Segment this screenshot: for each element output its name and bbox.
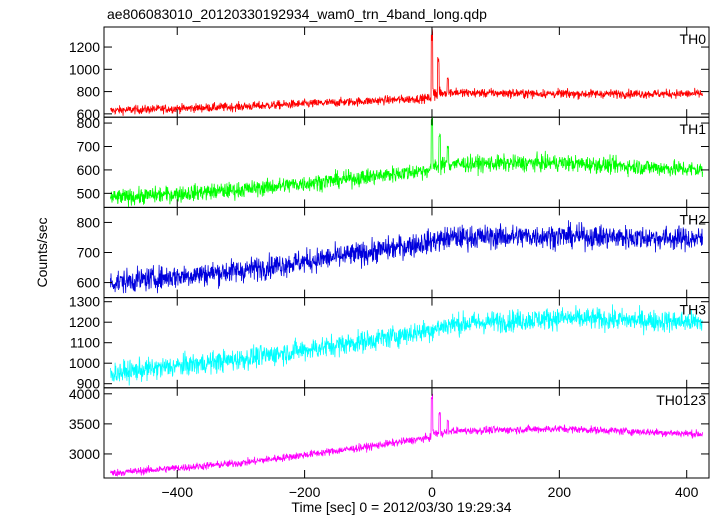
series-line-th3 [110, 304, 703, 386]
panel-th2: 600 700 800 TH2 [77, 206, 710, 299]
y-tick-label: 1200 [69, 39, 100, 55]
y-tick-label: 600 [77, 162, 101, 178]
y-tick-label: 700 [77, 138, 101, 154]
panel-th3: 900 1000 1100 1200 1300 TH3 [69, 294, 710, 392]
x-tick-label: 200 [548, 484, 572, 500]
y-tick-label: 1100 [70, 335, 100, 351]
panel-frame [103, 387, 710, 479]
panel-label-th2: TH2 [680, 211, 707, 227]
y-tick-label: 4000 [69, 386, 100, 402]
panel-th0123: 3000 3500 4000 TH0123 [69, 386, 710, 479]
y-tick-label: 800 [77, 84, 101, 100]
x-tick-label: −400 [161, 484, 193, 500]
y-tick-label: 1000 [69, 355, 100, 371]
panel-label-th0123: TH0123 [656, 392, 706, 408]
panel-label-th1: TH1 [680, 121, 707, 137]
y-tick-label: 1300 [69, 294, 100, 310]
panel-th1: 500 600 700 800 TH1 [77, 115, 710, 208]
series-line-th0123 [110, 393, 703, 477]
y-tick-label: 600 [77, 275, 101, 291]
y-tick-label: 800 [77, 115, 101, 131]
y-tick-label: 500 [77, 185, 101, 201]
y-tick-label: 700 [77, 245, 101, 261]
x-axis-label: Time [sec] 0 = 2012/03/30 19:29:34 [291, 499, 511, 515]
series-line-th2 [110, 220, 703, 294]
x-tick-label: 400 [675, 484, 699, 500]
y-tick-label: 1200 [69, 314, 100, 330]
x-axis-ticks: −400 −200 0 200 400 [161, 484, 698, 500]
series-line-th0 [110, 29, 703, 116]
chart-title: ae806083010_20120330192934_wam0_trn_4ban… [107, 6, 487, 22]
panel-frame [103, 26, 710, 118]
y-tick-label: 3000 [69, 446, 100, 462]
y-axis-label: Counts/sec [34, 217, 50, 287]
y-tick-label: 1000 [69, 61, 100, 77]
x-tick-label: 0 [428, 484, 436, 500]
y-tick-label: 3500 [69, 416, 100, 432]
y-tick-label: 800 [77, 214, 101, 230]
panel-label-th3: TH3 [680, 302, 707, 318]
panel-frame [103, 206, 710, 299]
y-tick-label: 600 [77, 106, 101, 122]
series-line-th1 [110, 117, 703, 208]
panel-label-th0: TH0 [680, 31, 707, 47]
panel-th0: 600 800 1000 1200 TH0 [69, 26, 710, 122]
y-tick-label: 900 [77, 376, 101, 392]
x-tick-label: −200 [289, 484, 321, 500]
